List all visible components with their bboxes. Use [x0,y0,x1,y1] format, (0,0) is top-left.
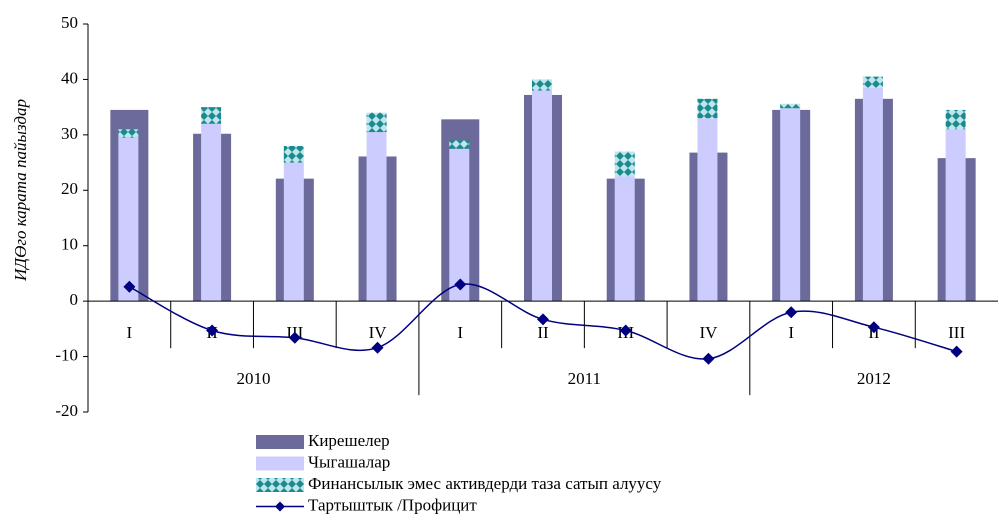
bar [283,162,304,302]
y-tick-label: 0 [70,290,79,309]
x-tick-label: III [948,323,965,342]
bar [449,140,470,149]
bar [118,137,139,302]
line-marker [123,280,136,293]
legend-label: Тартыштык /Профицит [308,495,477,514]
bar [449,148,470,302]
y-tick-label: 30 [61,124,78,143]
line-marker [867,321,880,334]
bar [366,112,387,133]
x-group-label: 2010 [236,369,270,388]
bar [862,76,883,88]
y-tick-label: 10 [61,235,78,254]
line-marker [702,352,715,365]
x-tick-label: IV [699,323,718,342]
line-marker [619,324,632,337]
bar [201,107,222,124]
legend-swatch [256,478,304,492]
y-tick-label: -10 [55,345,78,364]
y-tick-label: 50 [61,13,78,32]
y-tick-label: 40 [61,68,78,87]
line-marker [206,324,219,337]
bar [283,145,304,163]
bar [780,108,801,302]
x-group-label: 2012 [857,369,891,388]
legend-swatch [256,456,304,471]
y-tick-label: 20 [61,179,78,198]
line-marker [950,345,963,358]
x-tick-label: IV [369,323,388,342]
bar [697,118,718,302]
legend-swatch [256,435,304,449]
line-marker [785,306,798,319]
line-marker [288,331,301,344]
bar [780,103,801,109]
x-tick-label: II [537,323,549,342]
bar [366,132,387,302]
bar [945,109,966,130]
bar [945,129,966,302]
bar [532,79,552,91]
y-tick-label: -20 [55,401,78,420]
bar [614,151,635,177]
x-group-label: 2011 [568,369,601,388]
line-marker [454,278,467,291]
x-tick-label: I [127,323,133,342]
line-marker [537,313,549,326]
bar [614,176,635,302]
bar [697,98,718,119]
bar [532,90,552,302]
y-axis-label: ИДӨго карата пайыздар [11,99,30,282]
legend-label: Финансылык эмес активдерди таза сатып ал… [308,474,662,493]
bar [118,129,139,138]
x-tick-label: I [457,323,463,342]
legend-marker [275,501,285,512]
bar [862,87,883,302]
x-tick-label: I [788,323,794,342]
bar [201,123,222,302]
legend-label: Чыгашалар [308,452,390,471]
legend-label: Кирешелер [308,431,390,450]
line-marker [371,341,384,354]
